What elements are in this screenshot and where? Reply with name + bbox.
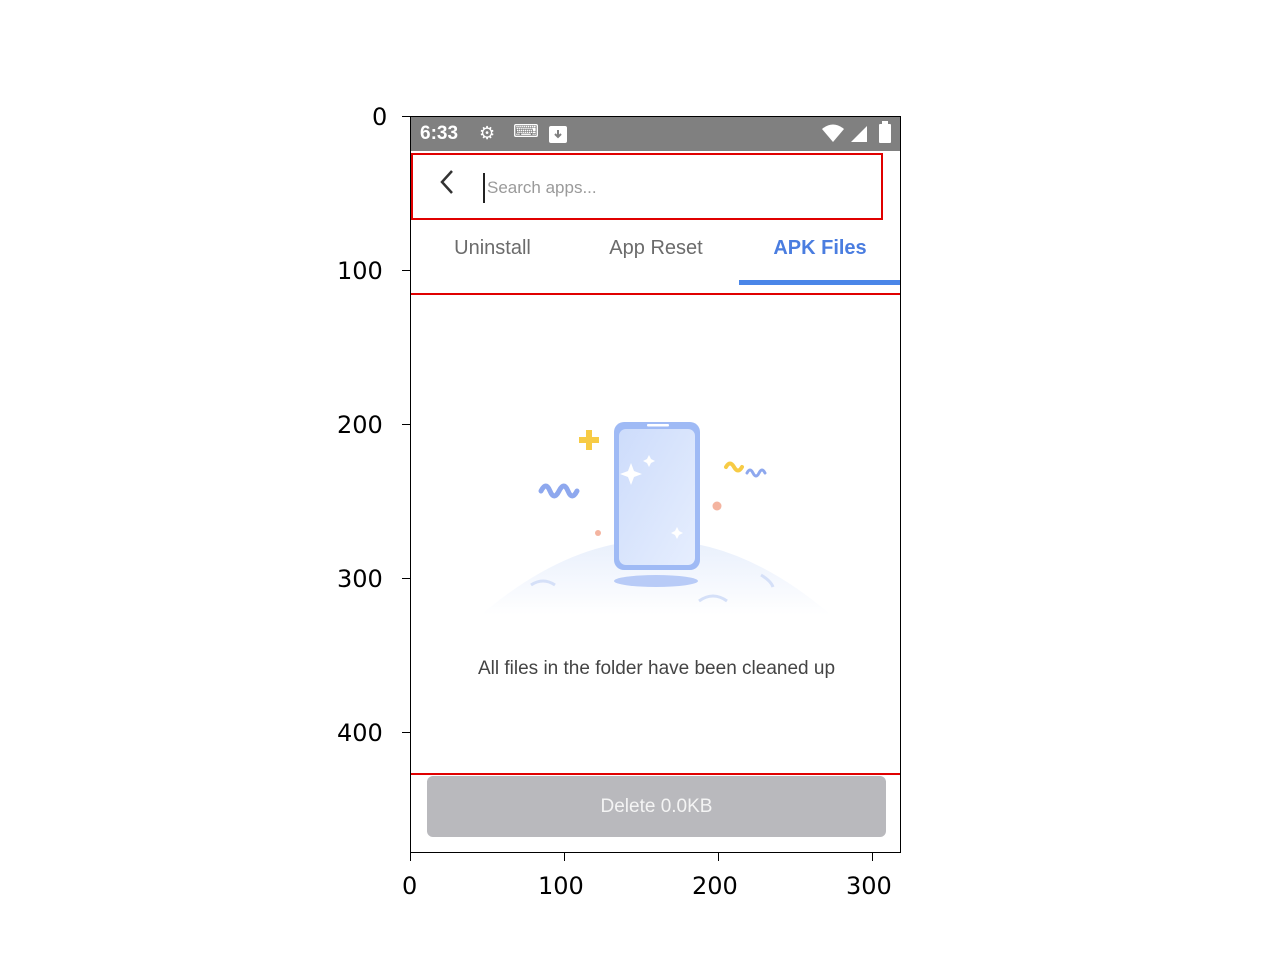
signal-icon bbox=[849, 123, 869, 148]
empty-state-message: All files in the folder have been cleane… bbox=[477, 658, 836, 679]
x-tick bbox=[872, 853, 873, 861]
status-bar: 6:33 ⚙ ⌨ bbox=[411, 117, 900, 151]
x-tick-label: 200 bbox=[692, 872, 738, 900]
x-tick-label: 100 bbox=[538, 872, 584, 900]
y-tick-label: 400 bbox=[337, 719, 383, 747]
active-tab-indicator bbox=[739, 280, 900, 285]
keyboard-icon: ⌨ bbox=[513, 121, 539, 141]
delete-button[interactable]: Delete 0.0KB bbox=[427, 776, 886, 837]
empty-state-panel: All files in the folder have been cleane… bbox=[411, 293, 900, 775]
y-tick bbox=[402, 578, 410, 579]
y-tick-label: 0 bbox=[372, 103, 388, 131]
y-tick bbox=[402, 116, 410, 117]
back-arrow-icon[interactable] bbox=[437, 167, 457, 203]
status-time: 6:33 bbox=[420, 123, 459, 144]
y-tick-label: 200 bbox=[337, 411, 383, 439]
y-tick-label: 300 bbox=[337, 565, 383, 593]
y-tick-label: 100 bbox=[337, 257, 383, 285]
settings-icon: ⚙ bbox=[479, 123, 496, 143]
y-tick bbox=[402, 270, 410, 271]
x-tick bbox=[564, 853, 565, 861]
tab-label: App Reset bbox=[609, 237, 703, 259]
y-tick bbox=[402, 424, 410, 425]
phone-screen: 6:33 ⚙ ⌨ Uninstall App Reset APK Files bbox=[410, 116, 901, 853]
cleaned-phone-illustration bbox=[481, 422, 831, 615]
tab-bar: Uninstall App Reset APK Files bbox=[411, 227, 900, 285]
x-tick-label: 300 bbox=[846, 872, 892, 900]
x-tick-label: 0 bbox=[402, 872, 418, 900]
battery-icon bbox=[879, 121, 891, 148]
search-bar bbox=[411, 153, 883, 220]
tab-label: APK Files bbox=[773, 237, 867, 259]
wifi-icon bbox=[821, 123, 845, 148]
tab-app-reset[interactable]: App Reset bbox=[574, 237, 738, 277]
download-icon bbox=[547, 123, 569, 150]
tab-uninstall[interactable]: Uninstall bbox=[411, 237, 574, 277]
y-tick bbox=[402, 732, 410, 733]
x-tick bbox=[718, 853, 719, 861]
tab-apk-files[interactable]: APK Files bbox=[738, 237, 900, 277]
tab-label: Uninstall bbox=[454, 237, 531, 259]
search-input[interactable] bbox=[483, 173, 849, 203]
x-tick bbox=[410, 853, 411, 861]
